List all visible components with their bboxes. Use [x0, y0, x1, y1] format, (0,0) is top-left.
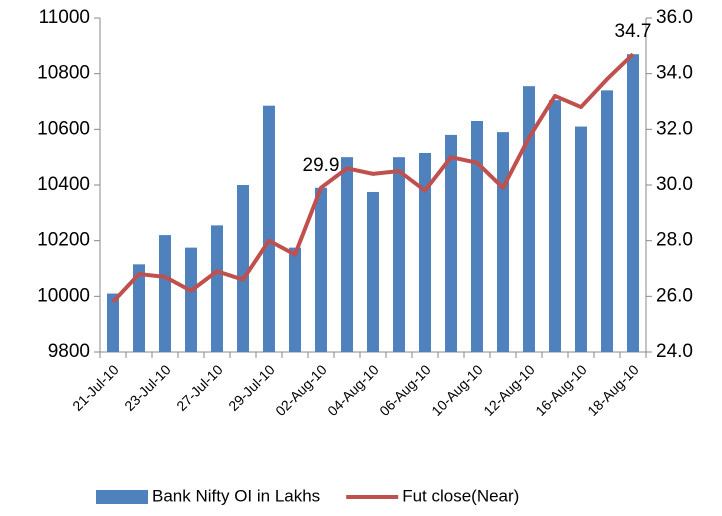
bar [367, 191, 379, 352]
bar [575, 126, 587, 352]
y2-tick-label: 26.0 [656, 285, 693, 306]
bar [237, 185, 249, 352]
x-tick-label: 16-Aug-10 [532, 361, 590, 419]
bar [627, 54, 639, 352]
x-tick-label: 29-Jul-10 [225, 361, 278, 414]
bar [523, 86, 535, 353]
y2-tick-label: 24.0 [656, 341, 693, 362]
bar [315, 187, 327, 352]
y2-tick-label: 28.0 [656, 230, 693, 251]
y-tick-label: 9800 [48, 341, 90, 362]
bar [185, 247, 197, 352]
x-tick-label: 23-Jul-10 [121, 361, 174, 414]
y-tick-label: 10000 [37, 285, 90, 306]
bar [601, 90, 613, 352]
bar [549, 100, 561, 352]
line [111, 52, 635, 304]
y-tick-label: 10400 [37, 174, 90, 195]
bar [159, 235, 171, 352]
y-tick-label: 11000 [39, 7, 90, 28]
data-label: 34.7 [615, 21, 652, 42]
x-tick-label: 10-Aug-10 [428, 361, 486, 419]
y-tick-label: 10800 [37, 63, 90, 84]
x-tick-label: 27-Jul-10 [173, 361, 226, 414]
bar [419, 152, 431, 352]
data-label: 29.9 [303, 155, 340, 176]
bar [263, 105, 275, 352]
y2-tick-label: 36.0 [656, 7, 693, 28]
bar [211, 225, 223, 352]
bar [445, 134, 457, 352]
y-tick-label: 10600 [37, 118, 90, 139]
y-tick-label: 10200 [37, 230, 90, 251]
x-tick-label: 12-Aug-10 [480, 361, 538, 419]
bar [497, 132, 509, 352]
legend-label: Bank Nifty OI in Lakhs [152, 486, 320, 505]
x-tick-label: 21-Jul-10 [69, 361, 122, 414]
x-tick-label: 06-Aug-10 [376, 361, 434, 419]
y2-tick-label: 30.0 [656, 174, 693, 195]
legend-label: Fut close(Near) [402, 486, 519, 505]
y2-tick-label: 34.0 [656, 63, 693, 84]
bar [289, 247, 301, 352]
y2-tick-label: 32.0 [656, 118, 693, 139]
x-tick-label: 02-Aug-10 [272, 361, 330, 419]
bar [107, 293, 119, 352]
bar [393, 157, 405, 352]
bar [341, 157, 353, 352]
legend-swatch [96, 490, 148, 504]
bar [133, 264, 145, 352]
bar [471, 120, 483, 352]
x-tick-label: 18-Aug-10 [584, 361, 642, 419]
x-tick-label: 04-Aug-10 [324, 361, 382, 419]
